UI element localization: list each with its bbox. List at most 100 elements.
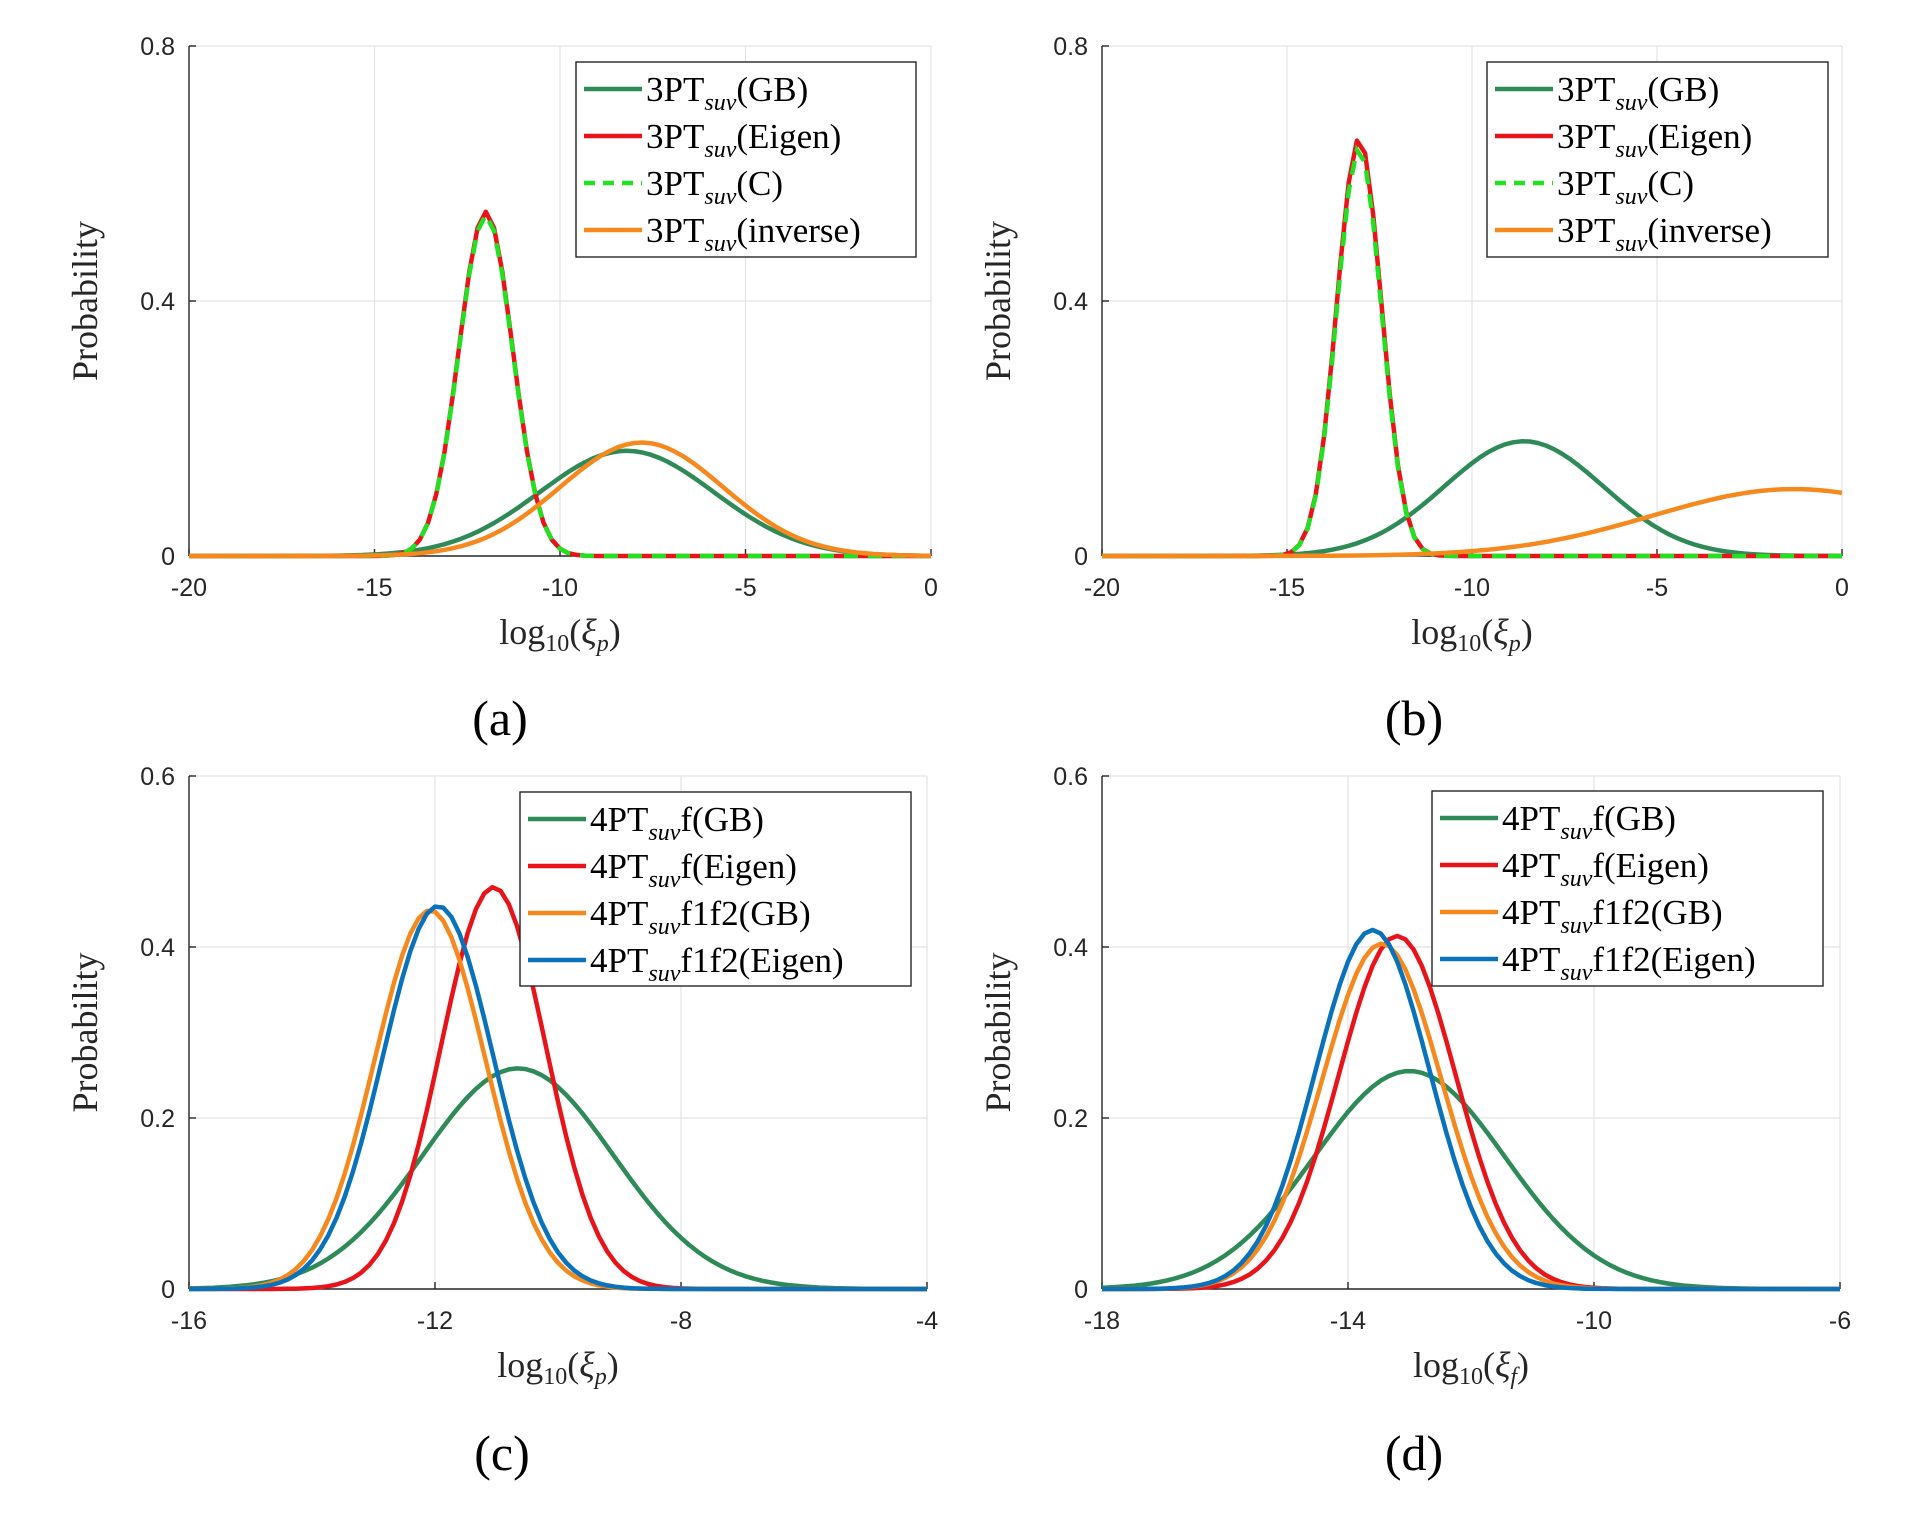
y-tick-label: 0.4 (140, 288, 175, 316)
series-line (188, 1066, 927, 1292)
legend-entry: 4PTsuvf(GB) (528, 800, 764, 846)
legend-label-sub: suv (1560, 913, 1592, 939)
legend-label-main: 4PT (1502, 799, 1560, 838)
x-label-paren: ( (569, 612, 581, 652)
y-tick-label: 0 (1074, 543, 1088, 571)
x-label-sub: f (1510, 1364, 1520, 1390)
y-tick-label: 0 (1074, 1276, 1088, 1304)
legend-label-tail: (Eigen) (1647, 117, 1752, 156)
series-line (1102, 486, 1843, 559)
x-label-log: log (497, 1345, 543, 1385)
x-label-sub10: 10 (1457, 631, 1481, 657)
legend-label-tail: f1f2(Eigen) (1592, 940, 1755, 979)
legend-label-tail: f1f2(GB) (680, 894, 810, 933)
panel-a: -20 -15 -10 -5 000.40.8Probabilitylog10(ξp)(… (65, 33, 938, 746)
x-label-paren: ) (609, 612, 621, 652)
y-tick-label: 0.4 (1053, 288, 1088, 316)
series-line (1102, 927, 1840, 1292)
legend-label-main: 3PT (1557, 117, 1615, 156)
y-axis-label: Probability (65, 953, 105, 1113)
legend-label-tail: (C) (1647, 164, 1694, 203)
legend: 3PTsuv(GB)3PTsuv(Eigen)3PTsuv(C)3PTsuv(i… (1486, 61, 1829, 258)
legend-entry: 4PTsuvf1f2(GB) (528, 894, 811, 940)
series-line (1102, 941, 1840, 1292)
legend-label-sub: suv (648, 867, 680, 893)
legend-label: 4PTsuvf(Eigen) (1502, 846, 1709, 892)
legend-label-main: 3PT (1557, 70, 1615, 109)
legend-label-tail: f(GB) (680, 800, 764, 839)
legend-label: 4PTsuvf(GB) (590, 800, 764, 846)
legend-entry: 4PTsuvf(Eigen) (1440, 846, 1709, 892)
legend-label: 3PTsuv(C) (646, 164, 783, 210)
x-label-xi: ξ (579, 1345, 595, 1385)
legend-label-main: 4PT (590, 941, 648, 980)
x-label-log: log (499, 612, 545, 652)
legend-label-tail: (inverse) (736, 211, 860, 250)
legend-entry: 4PTsuvf(GB) (1440, 799, 1676, 845)
legend-label-tail: (GB) (1647, 70, 1719, 109)
legend-label-main: 3PT (646, 70, 704, 109)
legend-label-sub: suv (1560, 819, 1592, 845)
x-tick-label: 0 (924, 574, 938, 602)
legend-box (519, 791, 912, 987)
legend-entry: 3PTsuv(inverse) (584, 211, 861, 257)
x-label-xi: ξ (1495, 1345, 1511, 1385)
x-label-xi: ξ (581, 612, 597, 652)
y-tick-label: 0.6 (1053, 763, 1088, 791)
legend-entry: 4PTsuvf(Eigen) (528, 847, 797, 893)
legend-box (1431, 790, 1824, 987)
legend-label: 3PTsuv(GB) (646, 70, 808, 116)
x-label-sub10: 10 (1459, 1364, 1483, 1390)
x-tick-label: -14 (1330, 1307, 1366, 1335)
legend-label-sub: suv (704, 184, 736, 210)
legend: 4PTsuvf(GB)4PTsuvf(Eigen)4PTsuvf1f2(GB)4… (1431, 790, 1824, 987)
legend-label-main: 3PT (646, 117, 704, 156)
x-label-paren: ) (1521, 612, 1533, 652)
x-tick-label: 0 (1835, 574, 1849, 602)
x-tick-label: -18 (1084, 1307, 1120, 1335)
legend-label-sub: suv (648, 914, 680, 940)
legend-entry: 4PTsuvf1f2(Eigen) (528, 941, 844, 987)
legend-label-main: 3PT (646, 211, 704, 250)
legend-entry: 3PTsuv(GB) (1495, 70, 1719, 116)
legend-label: 4PTsuvf1f2(Eigen) (590, 941, 844, 987)
x-axis-label: log10(ξf) (1413, 1345, 1529, 1390)
legend-label-tail: f1f2(Eigen) (680, 941, 843, 980)
x-axis-label: log10(ξp) (499, 612, 620, 657)
legend-label-tail: f(Eigen) (1592, 846, 1709, 885)
legend-entry: 3PTsuv(Eigen) (1495, 117, 1752, 163)
y-tick-label: 0.2 (140, 1105, 175, 1133)
legend-label: 4PTsuvf1f2(GB) (1502, 893, 1723, 939)
legend-label-main: 4PT (590, 800, 648, 839)
legend-label-sub: suv (1560, 960, 1592, 986)
legend-label-sub: suv (1615, 137, 1647, 163)
y-tick-label: 0 (161, 543, 175, 571)
legend: 4PTsuvf(GB)4PTsuvf(Eigen)4PTsuvf1f2(GB)4… (519, 791, 912, 987)
x-tick-label: -16 (171, 1307, 207, 1335)
legend-label: 3PTsuv(inverse) (646, 211, 861, 257)
x-label-sub10: 10 (545, 631, 569, 657)
legend-label-tail: (GB) (736, 70, 808, 109)
x-tick-label: -10 (542, 574, 578, 602)
legend-label: 4PTsuvf(Eigen) (590, 847, 797, 893)
legend-entry: 3PTsuv(Eigen) (584, 117, 841, 163)
legend-label-tail: (Eigen) (736, 117, 841, 156)
legend-label-sub: suv (648, 820, 680, 846)
y-tick-label: 0.8 (1053, 33, 1088, 61)
x-label-sub: p (1507, 631, 1521, 657)
x-label-paren: ) (1517, 1345, 1529, 1385)
x-tick-label: -4 (916, 1307, 938, 1335)
y-axis-label: Probability (978, 953, 1018, 1113)
x-tick-label: -10 (1576, 1307, 1612, 1335)
x-label-paren: ) (607, 1345, 619, 1385)
x-tick-label: -10 (1454, 574, 1490, 602)
x-tick-label: -15 (356, 574, 392, 602)
legend-entry: 4PTsuvf1f2(GB) (1440, 893, 1723, 939)
legend-label: 3PTsuv(C) (1557, 164, 1694, 210)
x-tick-label: -6 (1829, 1307, 1851, 1335)
legend-entry: 3PTsuv(C) (1495, 164, 1694, 210)
panel-b: -20 -15 -10 -5 000.40.8Probabilitylog10(ξp)(… (978, 33, 1849, 746)
legend-label: 3PTsuv(GB) (1557, 70, 1719, 116)
legend-label-sub: suv (1615, 231, 1647, 257)
